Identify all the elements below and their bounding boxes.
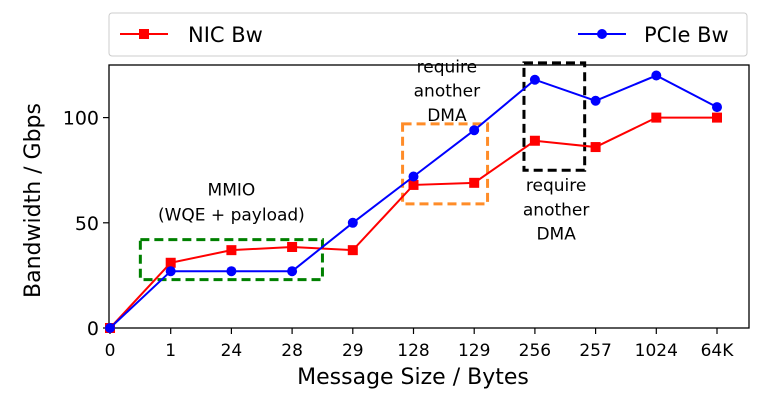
- data-point: [165, 257, 176, 268]
- x-tick-label: 28: [281, 341, 303, 361]
- data-point: [226, 266, 237, 277]
- data-point: [590, 142, 601, 153]
- data-point: [529, 74, 540, 85]
- x-axis-title: Message Size / Bytes: [297, 365, 529, 390]
- x-tick-label: 257: [579, 341, 611, 361]
- annotation-text: DMA: [427, 106, 467, 126]
- legend-marker: [139, 29, 149, 39]
- data-point: [651, 112, 662, 123]
- data-point: [469, 177, 480, 188]
- series-layer: [105, 70, 722, 333]
- data-point: [287, 266, 298, 277]
- legend-label: NIC Bw: [188, 23, 263, 47]
- data-point: [712, 112, 722, 123]
- x-tick-label: 129: [458, 341, 490, 361]
- x-tick-label: 29: [342, 341, 364, 361]
- data-point: [590, 95, 601, 106]
- annotation-text: require: [417, 57, 477, 77]
- annotation-text: DMA: [536, 225, 576, 245]
- data-point: [408, 179, 419, 190]
- annotation-text: require: [526, 176, 586, 196]
- annotation-box: [138, 238, 324, 282]
- data-point: [287, 241, 298, 252]
- data-point: [347, 217, 358, 228]
- legend-frame: [108, 12, 748, 57]
- x-tick-label: 1024: [635, 341, 678, 361]
- x-tick-label: 0: [105, 341, 116, 361]
- data-point: [712, 102, 722, 113]
- x-tick-label: 24: [221, 341, 243, 361]
- data-point: [105, 323, 115, 333]
- annotation-text: another: [414, 82, 480, 102]
- data-point: [408, 171, 419, 182]
- legend: NIC Bw PCIe Bw: [108, 12, 748, 57]
- x-tick-label: 128: [397, 341, 429, 361]
- annotation-text: (WQE + payload): [158, 206, 305, 226]
- data-point: [651, 70, 662, 81]
- x-tick-label: 1: [165, 341, 176, 361]
- data-point: [469, 125, 480, 136]
- data-point: [347, 245, 358, 256]
- y-axis-title: Bandwidth / Gbps: [21, 103, 46, 298]
- annotation-text: MMIO: [208, 180, 256, 200]
- data-point: [226, 245, 237, 256]
- data-point: [165, 266, 176, 277]
- x-tick-label: 256: [519, 341, 551, 361]
- axes-layer: 0 1 24 28 29 128 129 256 257 1024 64K 0 50 100 Message…: [21, 64, 750, 390]
- plot-frame: [108, 64, 750, 329]
- series-line: [109, 74, 718, 329]
- annotation-text: another: [523, 200, 589, 220]
- legend-label: PCIe Bw: [644, 23, 729, 47]
- y-tick-label: 100: [63, 108, 99, 130]
- annotation-box: [522, 61, 587, 172]
- y-tick-label: 0: [87, 318, 99, 340]
- y-tick-label: 50: [75, 213, 99, 235]
- data-point: [529, 135, 540, 146]
- legend-marker: [597, 29, 607, 39]
- x-tick-label: 64K: [701, 341, 735, 361]
- annotation-box: [401, 122, 490, 206]
- annotation-layer: MMIO (WQE + payload) require another DMA requ…: [138, 57, 589, 282]
